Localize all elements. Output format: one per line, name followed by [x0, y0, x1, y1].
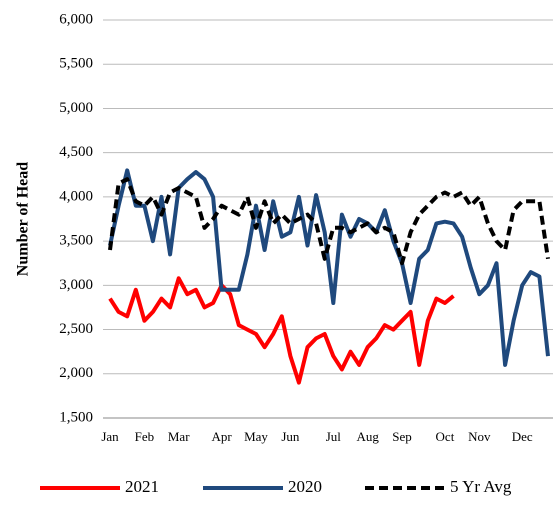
y-tick-label: 1,500	[59, 409, 93, 425]
x-tick-label: Nov	[468, 429, 491, 444]
x-tick-label: Jan	[101, 429, 119, 444]
y-tick-label: 4,500	[59, 144, 93, 160]
x-tick-label: Apr	[212, 429, 233, 444]
x-tick-label: Dec	[512, 429, 533, 444]
y-tick-label: 3,000	[59, 277, 93, 293]
y-axis-label: Number of Head	[15, 162, 32, 276]
x-tick-label: Jun	[281, 429, 300, 444]
y-tick-label: 5,500	[59, 56, 93, 72]
series-line	[108, 168, 550, 367]
x-tick-label: Jul	[326, 429, 342, 444]
x-tick-label: Feb	[135, 429, 155, 444]
x-tick-label: May	[244, 429, 268, 444]
y-tick-label: 3,500	[59, 233, 93, 249]
y-tick-label: 6,000	[59, 11, 93, 27]
series-line	[108, 177, 550, 266]
y-tick-label: 2,500	[59, 321, 93, 337]
legend-label: 2021	[125, 477, 159, 496]
x-tick-label: Mar	[168, 429, 190, 444]
x-tick-label: Sep	[392, 429, 412, 444]
y-tick-label: 2,000	[59, 365, 93, 381]
x-tick-label: Aug	[356, 429, 379, 444]
series-line	[108, 276, 455, 385]
y-tick-label: 4,000	[59, 188, 93, 204]
y-tick-label: 5,000	[59, 100, 93, 116]
legend-label: 5 Yr Avg	[450, 477, 512, 496]
x-tick-label: Oct	[436, 429, 455, 444]
legend-label: 2020	[288, 477, 322, 496]
